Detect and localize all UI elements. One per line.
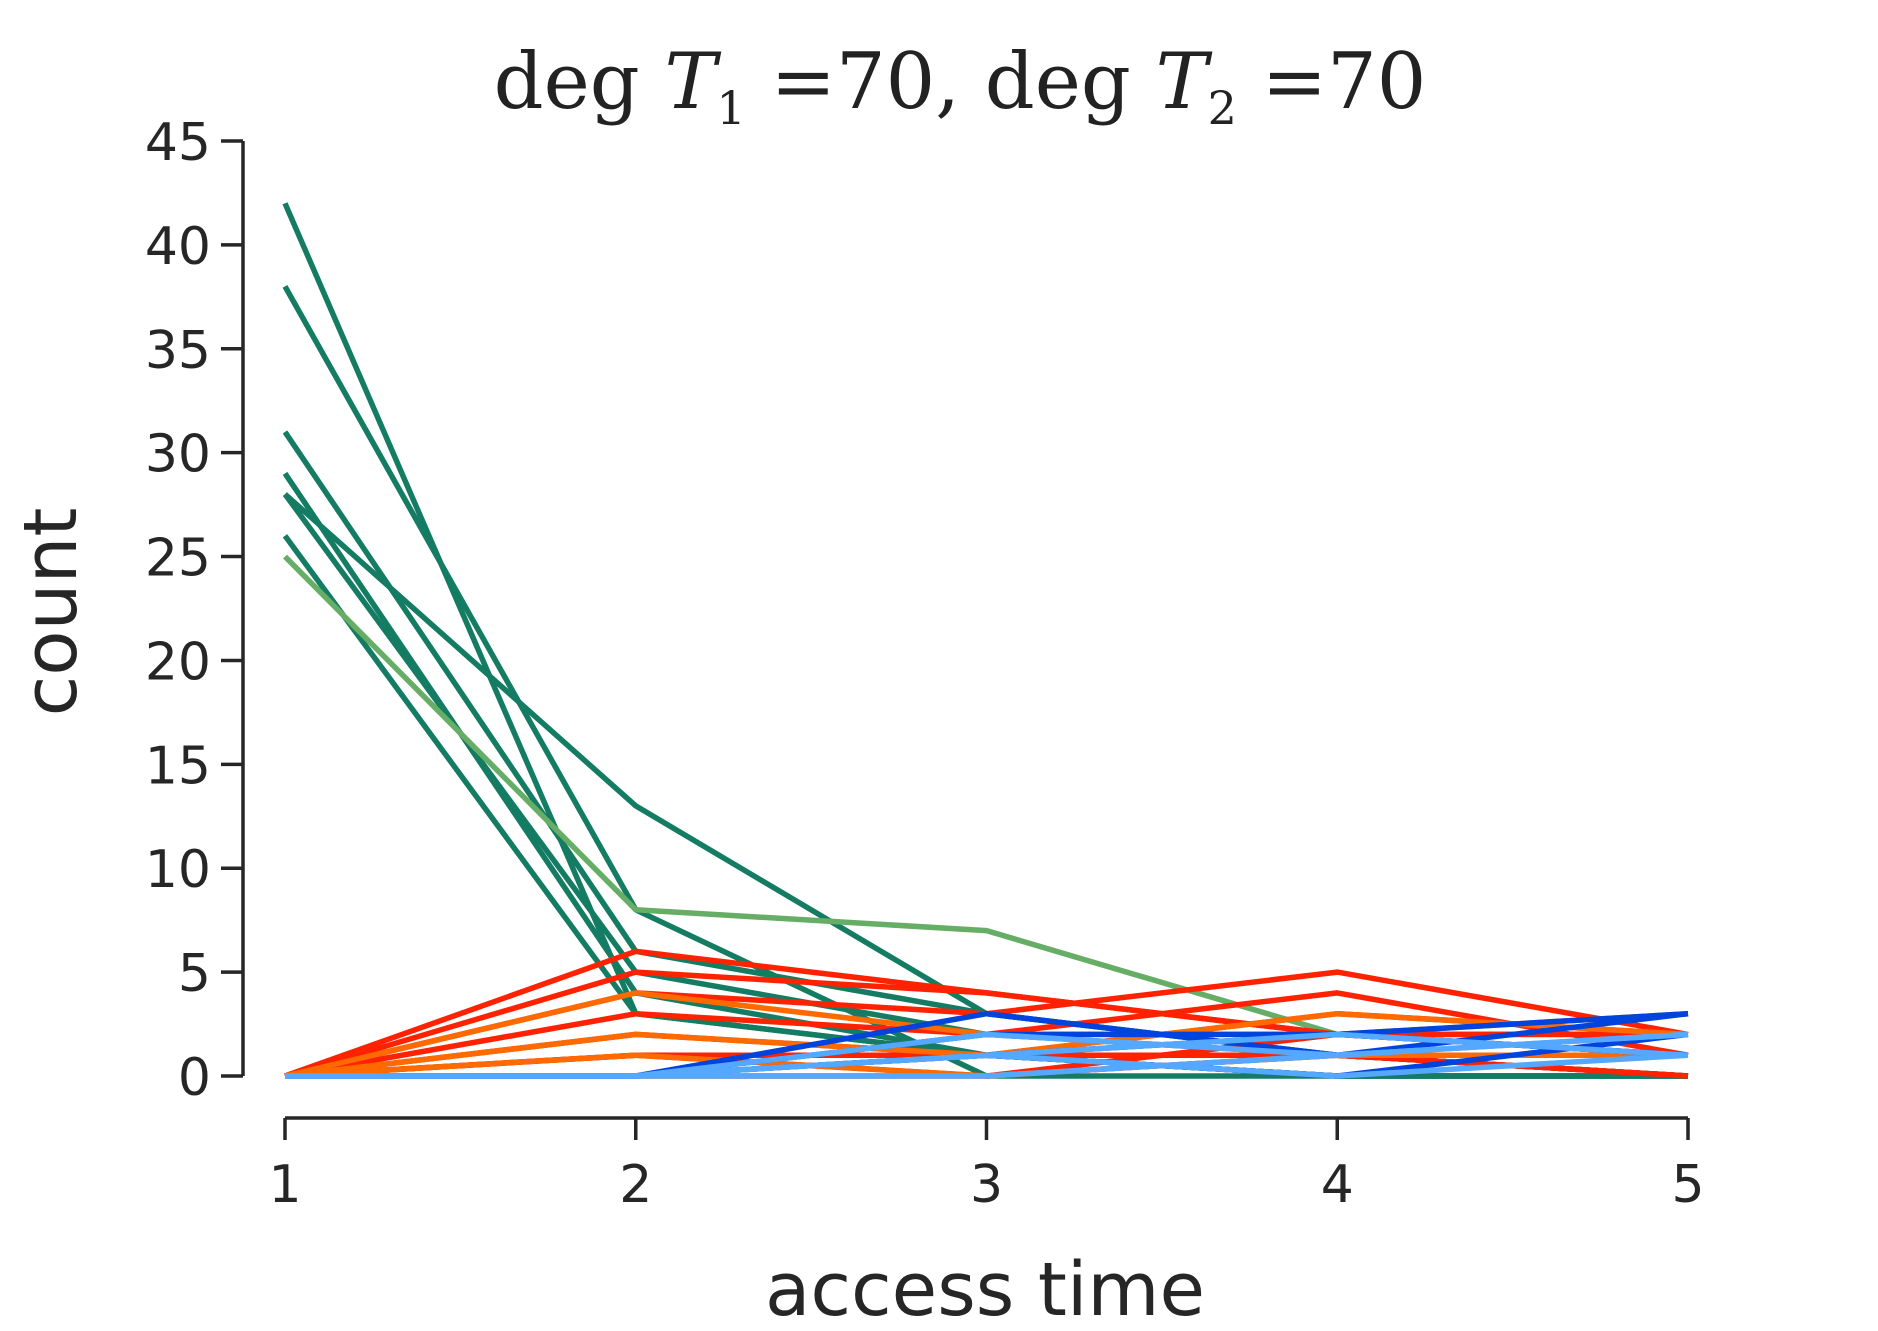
y-tick-label: 20 xyxy=(145,632,211,692)
series-line xyxy=(285,1052,1689,1079)
title-part: 1 xyxy=(717,81,746,135)
series-line xyxy=(282,430,1689,1079)
y-tick-label: 30 xyxy=(145,425,211,485)
y-tick-label: 5 xyxy=(178,944,211,1004)
x-tick-label: 1 xyxy=(268,1155,301,1215)
title-part: deg xyxy=(494,37,665,127)
chart-title: deg T1 =70, deg T2 =70 xyxy=(494,37,1427,135)
x-tick-label: 4 xyxy=(1321,1155,1354,1215)
title-part: T xyxy=(664,37,721,127)
x-tick-label: 5 xyxy=(1671,1155,1704,1215)
x-tick-label: 2 xyxy=(619,1155,652,1215)
title-part: =70, deg xyxy=(746,37,1156,127)
title-part: =70 xyxy=(1237,37,1426,127)
series-line xyxy=(282,471,1688,1079)
y-tick-label: 40 xyxy=(145,217,211,277)
y-tick-label: 15 xyxy=(145,736,211,796)
series-line xyxy=(282,202,1688,1079)
y-tick-label: 45 xyxy=(145,113,211,173)
x-axis: 1 2 3 4 5 xyxy=(268,1116,1705,1215)
y-tick-label: 10 xyxy=(145,840,211,900)
y-axis: 0 5 10 15 20 25 30 35 40 45 xyxy=(145,113,245,1108)
y-tick-label: 35 xyxy=(145,321,211,381)
title-part: T xyxy=(1156,37,1213,127)
x-axis-label: access time xyxy=(765,1247,1205,1331)
x-tick-label: 3 xyxy=(970,1155,1003,1215)
title-part: 2 xyxy=(1208,81,1237,135)
y-axis-label: count xyxy=(8,508,94,717)
series-line xyxy=(284,969,1688,1079)
series-line xyxy=(282,492,1689,1079)
series-layer xyxy=(282,202,1689,1079)
series-line xyxy=(283,554,1689,1058)
y-tick-label: 25 xyxy=(145,529,211,589)
y-tick-label: 0 xyxy=(178,1048,211,1108)
